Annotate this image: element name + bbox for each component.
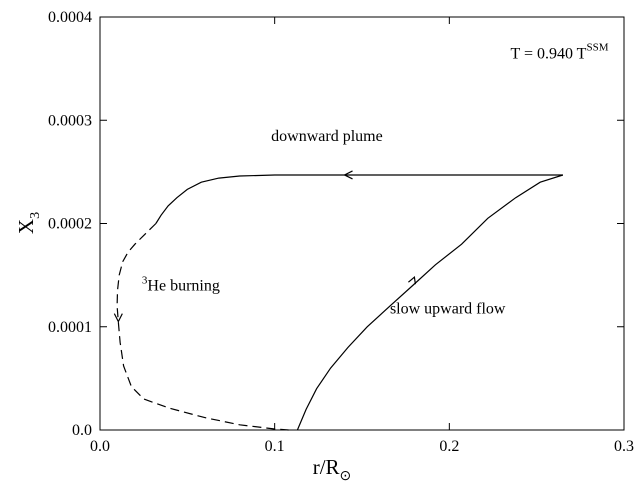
x-tick-label: 0.3 [614,438,634,455]
series-line-3 [116,223,289,431]
annotation-text: T = 0.940 T [510,45,586,62]
y-tick-label: 0.0001 [48,319,92,336]
y-tick-label: 0.0002 [48,216,92,233]
ticks [99,16,625,431]
plot-frame [99,16,625,431]
y-tick-label: 0.0003 [48,112,92,129]
annotation-text: He burning [147,278,219,295]
annotation-text: slow upward flow [390,300,506,317]
annotation-presup: 3 [142,275,148,287]
series-arrow-3 [113,313,123,323]
series-line-1 [296,174,564,431]
series-group [113,170,564,431]
series-arrow-1 [408,276,416,285]
x-axis-title: r/R⊙ [313,455,352,484]
tick-labels: 0.0 0.1 0.2 0.3 0.0 0.0001 0.0002 0.0003 0.0004 [48,9,634,455]
y-axis-title: X3 [14,212,43,234]
annotation-sup: SSM [586,41,608,53]
annotation-3: 3He burning [142,275,220,295]
series-arrow-2 [343,170,353,180]
x-tick-label: 0.2 [439,438,459,455]
y-tick-label: 0.0 [72,422,92,439]
annotation-text: downward plume [271,128,383,145]
annotations: T = 0.940 TSSM downward plume 3He burning s… [142,41,609,317]
y-tick-label: 0.0004 [48,9,92,26]
x-tick-label: 0.1 [265,438,285,455]
annotation-2: downward plume [271,128,383,145]
annotation-4: slow upward flow [390,300,506,317]
annotation-1: T = 0.940 TSSM [510,41,608,62]
series-line-2 [155,174,563,224]
x-tick-label: 0.0 [90,438,110,455]
